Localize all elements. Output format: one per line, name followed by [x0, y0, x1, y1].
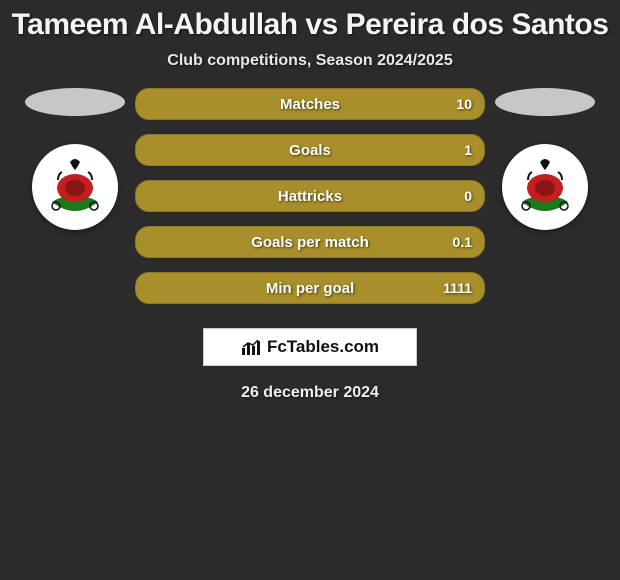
- stat-label: Goals per match: [251, 234, 369, 251]
- bars-icon: [241, 338, 263, 356]
- page-subtitle: Club competitions, Season 2024/2025: [0, 46, 620, 88]
- brand-text: FcTables.com: [267, 337, 379, 357]
- stat-row-min-per-goal: Min per goal 1111: [135, 272, 485, 304]
- stat-label: Goals: [289, 142, 331, 159]
- left-club-crest: [32, 144, 118, 230]
- stat-row-hattricks: Hattricks 0: [135, 180, 485, 212]
- stat-row-matches: Matches 10: [135, 88, 485, 120]
- page-title: Tameem Al-Abdullah vs Pereira dos Santos: [0, 0, 620, 46]
- stat-value: 0: [464, 188, 472, 204]
- left-player-name-oval: [25, 88, 125, 116]
- stat-label: Hattricks: [278, 188, 342, 205]
- brand-badge: FcTables.com: [203, 328, 417, 366]
- stat-value: 1111: [443, 280, 472, 296]
- stat-row-goals: Goals 1: [135, 134, 485, 166]
- comparison-panel: Matches 10 Goals 1 Hattricks 0 Goals per…: [0, 88, 620, 304]
- stat-row-goals-per-match: Goals per match 0.1: [135, 226, 485, 258]
- stat-label: Matches: [280, 96, 340, 113]
- stat-value: 0.1: [453, 234, 472, 250]
- stats-bars: Matches 10 Goals 1 Hattricks 0 Goals per…: [135, 88, 485, 304]
- right-player-name-oval: [495, 88, 595, 116]
- crest-icon: [40, 152, 110, 222]
- stat-label: Min per goal: [266, 280, 354, 297]
- stat-value: 1: [464, 142, 472, 158]
- left-player-column: [25, 88, 125, 230]
- stat-value: 10: [456, 96, 472, 112]
- crest-icon: [510, 152, 580, 222]
- right-player-column: [495, 88, 595, 230]
- date-text: 26 december 2024: [0, 366, 620, 402]
- right-club-crest: [502, 144, 588, 230]
